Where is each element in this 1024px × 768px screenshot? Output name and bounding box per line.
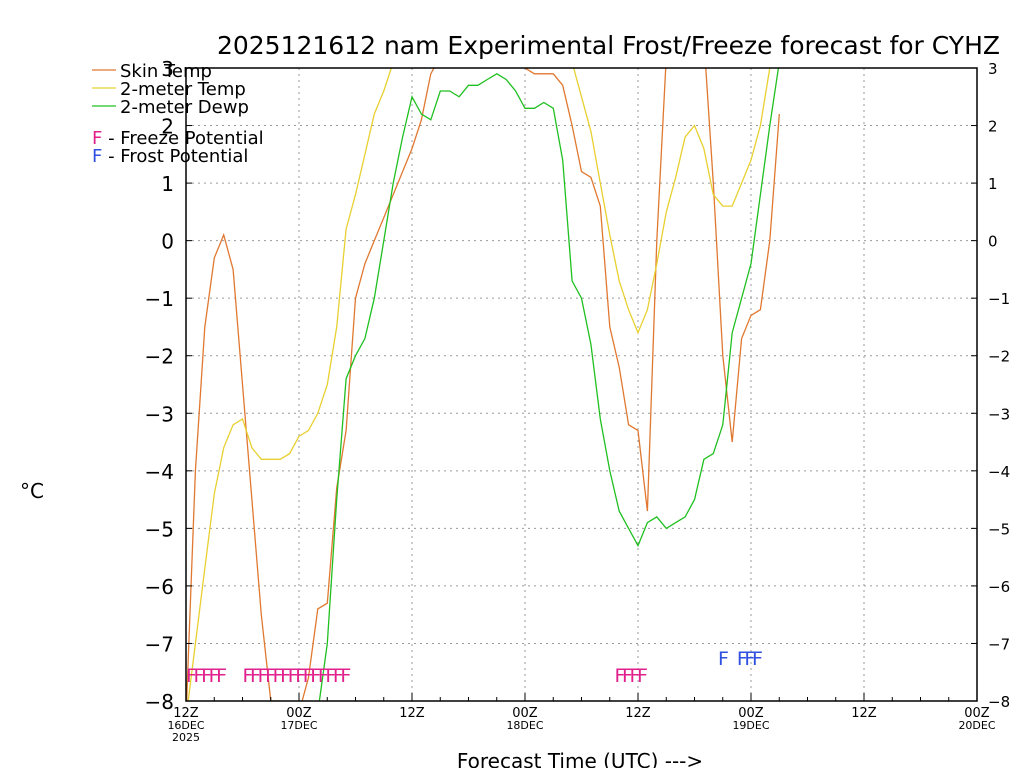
y-tick-label-left: 2 <box>161 115 174 139</box>
y-tick-label-right: 0 <box>988 233 998 251</box>
freeze-marker: F <box>310 665 321 687</box>
freeze-marker: F <box>209 665 220 687</box>
freeze-marker: F <box>303 665 314 687</box>
y-tick-label-right: 3 <box>988 60 998 78</box>
y-tick-label-right: −8 <box>988 693 1010 711</box>
y-tick-label-left: 1 <box>161 172 174 196</box>
frost-marker: F <box>744 648 755 670</box>
frost-marker: F <box>737 648 748 670</box>
series-layer <box>186 68 780 701</box>
y-tick-label-left: −4 <box>145 460 174 484</box>
x-tick-label: 19DEC <box>732 719 769 732</box>
y-tick-label-right: 2 <box>988 118 998 136</box>
freeze-marker: F <box>288 665 299 687</box>
x-tick-label: 18DEC <box>506 719 543 732</box>
y-axis-left: −8 −7 −6 −5 −4 −3 −2 −1 0 1 2 3 <box>145 57 192 714</box>
y-tick-label-left: 3 <box>161 57 174 81</box>
freeze-marker: F <box>340 665 351 687</box>
x-tick-label: 2025 <box>172 731 200 744</box>
freeze-marker: F <box>194 665 205 687</box>
x-tick-label: 12Z <box>625 706 651 721</box>
legend-label: 2-meter Temp <box>120 79 246 100</box>
y-tick-label-right: 1 <box>988 175 998 193</box>
y-tick-label-left: −2 <box>145 345 174 369</box>
freeze-marker: F <box>186 665 197 687</box>
y-tick-label-left: −6 <box>145 575 174 599</box>
frost-marker: F <box>752 648 763 670</box>
y-tick-label-left: −5 <box>145 517 174 541</box>
freeze-marker: F <box>614 665 625 687</box>
x-tick-label: 12Z <box>173 706 199 721</box>
freeze-marker: F <box>273 665 284 687</box>
y-axis-right: −8 −7 −6 −5 −4 −3 −2 −1 0 1 2 3 <box>971 60 1010 711</box>
series-skin-temp <box>186 68 780 701</box>
freeze-marker: F <box>622 665 633 687</box>
x-tick-label: 00Z <box>512 706 538 721</box>
series-2-meter-temp <box>187 68 771 701</box>
legend-marker-label: F - Freeze Potential <box>92 128 264 149</box>
freeze-marker: F <box>243 665 254 687</box>
y-tick-label-left: −7 <box>145 632 174 656</box>
y-tick-label-left: −3 <box>145 402 174 426</box>
freeze-marker: F <box>333 665 344 687</box>
y-tick-label-left: 0 <box>161 230 174 254</box>
freeze-marker: F <box>637 665 648 687</box>
plot-frame <box>185 67 978 702</box>
x-tick-label: 16DEC <box>167 719 204 732</box>
y-tick-label-right: −3 <box>988 405 1010 423</box>
freeze-marker: F <box>201 665 212 687</box>
y-axis-label: °C <box>20 479 44 503</box>
freeze-marker: F <box>265 665 276 687</box>
freeze-marker: F <box>280 665 291 687</box>
x-tick-label: 12Z <box>399 706 425 721</box>
x-tick-label: 12Z <box>851 706 877 721</box>
y-tick-label-right: −5 <box>988 520 1010 538</box>
freeze-marker: F <box>325 665 336 687</box>
x-tick-label: 20DEC <box>958 719 995 732</box>
legend-label: Skin Temp <box>120 61 212 82</box>
series-2-meter-dewp <box>318 68 780 701</box>
freeze-marker: F <box>318 665 329 687</box>
x-tick-label: 00Z <box>964 706 990 721</box>
freeze-marker: F <box>250 665 261 687</box>
x-axis-label: Forecast Time (UTC) ---> <box>457 749 703 768</box>
grid-lines <box>186 68 977 701</box>
legend-label: 2-meter Dewp <box>120 97 249 118</box>
y-tick-label-left: −8 <box>145 690 174 714</box>
chart-title: 2025121612 nam Experimental Frost/Freeze… <box>217 31 1000 60</box>
y-tick-label-right: −7 <box>988 635 1010 653</box>
y-tick-label-right: −1 <box>988 290 1010 308</box>
y-tick-label-right: −6 <box>988 578 1010 596</box>
freeze-marker: F <box>216 665 227 687</box>
freeze-marker: F <box>295 665 306 687</box>
y-tick-label-right: −4 <box>988 463 1010 481</box>
y-tick-label-left: −1 <box>145 287 174 311</box>
x-tick-label: 00Z <box>738 706 764 721</box>
legend-marker-label: F - Frost Potential <box>92 146 248 167</box>
x-tick-label: 17DEC <box>280 719 317 732</box>
x-tick-label: 00Z <box>286 706 312 721</box>
frost-marker: F <box>718 648 729 670</box>
y-tick-label-right: −2 <box>988 348 1010 366</box>
freeze-marker: F <box>258 665 269 687</box>
freeze-marker: F <box>630 665 641 687</box>
